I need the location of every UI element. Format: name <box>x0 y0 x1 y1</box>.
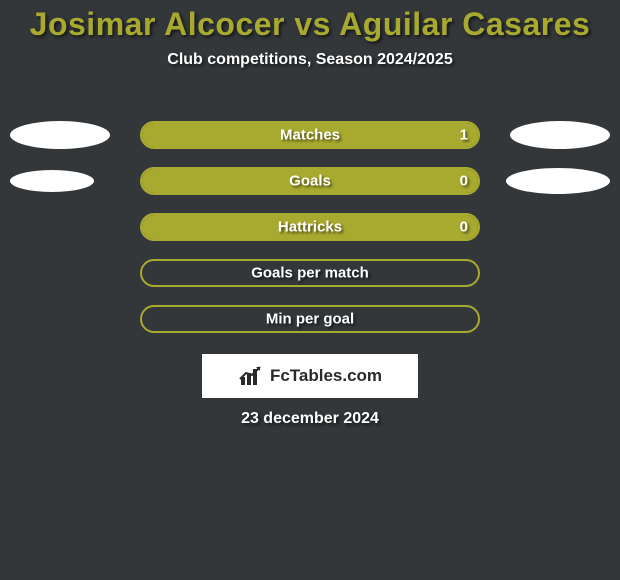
right-ellipse <box>506 168 610 194</box>
branding-chart-icon <box>238 365 264 387</box>
stat-bar: Min per goal <box>140 305 480 333</box>
stat-label: Matches <box>142 127 478 144</box>
stat-row: Goals per match <box>0 250 620 296</box>
left-ellipse <box>10 170 94 192</box>
stat-bar: Matches1 <box>140 121 480 149</box>
stat-bar: Goals0 <box>140 167 480 195</box>
page-subtitle: Club competitions, Season 2024/2025 <box>0 51 620 69</box>
page-root: Josimar Alcocer vs Aguilar Casares Club … <box>0 0 620 580</box>
stat-label: Goals per match <box>142 265 478 282</box>
branding-badge: FcTables.com <box>202 354 418 398</box>
stat-value: 0 <box>460 173 468 190</box>
stat-value: 1 <box>460 127 468 144</box>
stat-bar: Hattricks0 <box>140 213 480 241</box>
chart-area: Matches1Goals0Hattricks0Goals per matchM… <box>0 112 620 342</box>
page-title: Josimar Alcocer vs Aguilar Casares <box>0 0 620 43</box>
stat-row: Goals0 <box>0 158 620 204</box>
right-ellipse <box>510 121 610 149</box>
stat-label: Min per goal <box>142 311 478 328</box>
stat-label: Hattricks <box>142 219 478 236</box>
stat-row: Hattricks0 <box>0 204 620 250</box>
left-ellipse <box>10 121 110 149</box>
date-text: 23 december 2024 <box>0 410 620 428</box>
stat-label: Goals <box>142 173 478 190</box>
stat-row: Min per goal <box>0 296 620 342</box>
branding-text: FcTables.com <box>270 366 382 386</box>
stat-row: Matches1 <box>0 112 620 158</box>
stat-bar: Goals per match <box>140 259 480 287</box>
stat-value: 0 <box>460 219 468 236</box>
